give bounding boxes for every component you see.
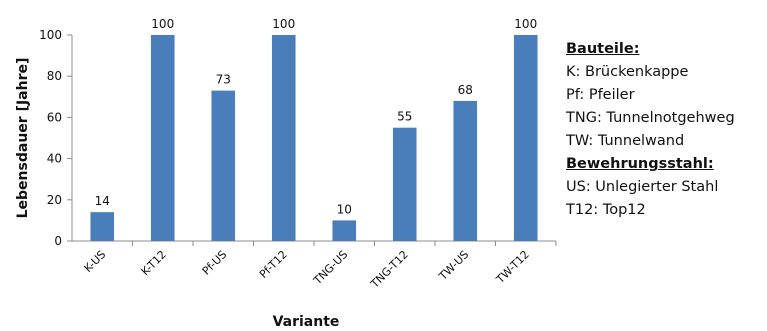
bar: [150, 35, 175, 241]
legend-item-pf: Pf: Pfeiler: [566, 87, 635, 103]
bar: [90, 212, 115, 241]
bar: [392, 127, 417, 241]
data-label: 100: [272, 17, 295, 31]
y-tick-label: 40: [47, 152, 62, 166]
y-tick-label: 100: [39, 28, 62, 42]
legend-item-t12: T12: Top12: [566, 202, 646, 218]
x-tick-label: TNG-US: [310, 248, 350, 288]
y-tick-label: 60: [47, 110, 62, 124]
x-tick-label: TNG-T12: [368, 248, 411, 291]
legend-item-tng: TNG: Tunnelnotgehweg: [566, 110, 735, 126]
data-label: 68: [458, 83, 473, 97]
data-label: 73: [216, 73, 231, 87]
data-label: 14: [95, 194, 110, 208]
bar: [513, 35, 538, 241]
x-tick-label: TW-US: [436, 248, 471, 283]
bar: [332, 220, 357, 241]
legend-item-us: US: Unlegierter Stahl: [566, 179, 719, 195]
y-tick-label: 20: [47, 193, 62, 207]
legend-heading-bewehrungsstahl: Bewehrungsstahl:: [566, 156, 714, 172]
data-label: 10: [337, 202, 352, 216]
x-tick-label: TW-T12: [493, 248, 532, 287]
y-tick-label: 0: [54, 234, 62, 248]
x-tick-label: K-T12: [139, 248, 169, 278]
legend-item-tw: TW: Tunnelwand: [566, 133, 685, 149]
x-tick-label: Pf-T12: [257, 248, 290, 281]
data-label: 55: [397, 110, 412, 124]
bar: [271, 35, 296, 241]
legend-item-k: K: Brückenkappe: [566, 64, 689, 80]
x-axis-title: Variante: [273, 314, 340, 330]
y-tick-label: 80: [47, 69, 62, 83]
data-label: 100: [151, 17, 174, 31]
legend: Bauteile: K: Brückenkappe Pf: Pfeiler TN…: [566, 38, 766, 222]
data-label: 100: [514, 17, 537, 31]
x-tick-label: Pf-US: [200, 248, 230, 278]
y-axis-title: Lebensdauer [Jahre]: [15, 58, 31, 219]
bar: [453, 100, 478, 241]
legend-heading-bauteile: Bauteile:: [566, 41, 640, 57]
x-tick-label: K-US: [81, 248, 108, 275]
bar: [211, 90, 236, 242]
